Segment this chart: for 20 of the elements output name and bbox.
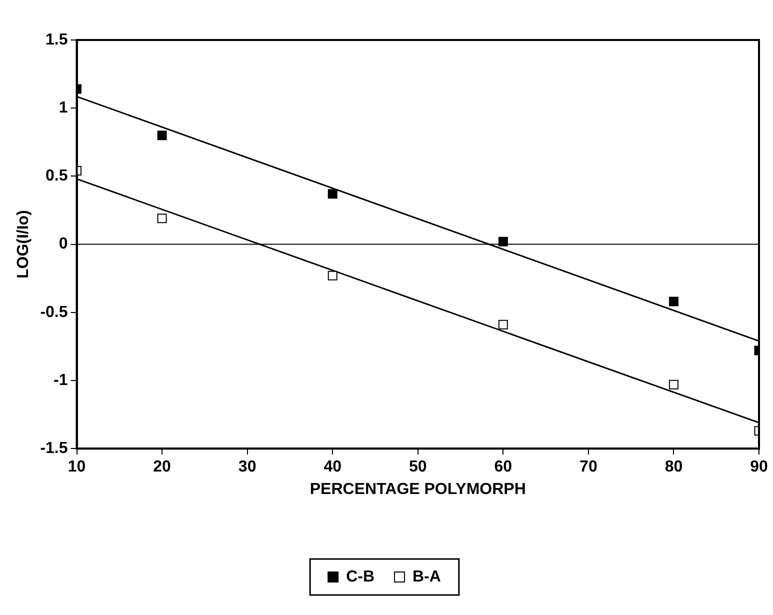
legend-label: C-B <box>346 568 374 586</box>
x-tick-label: 50 <box>408 458 427 476</box>
y-tick-label: -1.5 <box>40 440 68 458</box>
x-tick-label: 20 <box>153 458 172 476</box>
y-tick-label: 1 <box>58 100 68 117</box>
y-tick-label: 1.5 <box>46 31 68 48</box>
x-axis-title: PERCENTAGE POLYMORPH <box>310 480 526 498</box>
x-tick-label: 90 <box>750 458 768 476</box>
y-tick-label: -0.5 <box>40 304 68 321</box>
legend-label: B-A <box>412 568 442 586</box>
x-tick-label: 10 <box>68 458 86 476</box>
x-tick-label: 30 <box>238 458 256 476</box>
y-axis-title: LOG(I/Io) <box>15 210 32 279</box>
x-tick-label: 80 <box>664 458 683 476</box>
x-tick-label: 70 <box>580 458 598 476</box>
x-tick-label: 40 <box>324 458 342 476</box>
y-tick-label: 0 <box>58 236 68 253</box>
y-tick-label: -1 <box>54 372 68 389</box>
y-tick-label: 0.5 <box>46 168 68 185</box>
x-tick-label: 60 <box>494 458 512 476</box>
